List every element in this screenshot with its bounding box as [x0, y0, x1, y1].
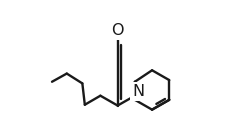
Text: N: N: [132, 84, 144, 99]
Text: O: O: [111, 23, 124, 38]
